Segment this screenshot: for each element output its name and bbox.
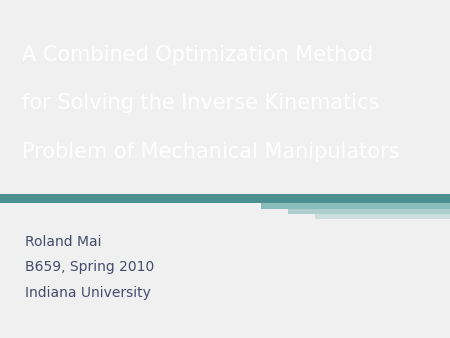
Bar [288, 209, 450, 214]
Text: A Combined Optimization Method: A Combined Optimization Method [22, 45, 374, 65]
Bar [315, 214, 450, 219]
Bar [0, 194, 450, 203]
Text: B659, Spring 2010: B659, Spring 2010 [25, 260, 154, 274]
Text: Problem of Mechanical Manipulators: Problem of Mechanical Manipulators [22, 142, 400, 162]
Text: for Solving the Inverse Kinematics: for Solving the Inverse Kinematics [22, 93, 380, 113]
Bar [261, 203, 450, 209]
Text: Roland Mai: Roland Mai [25, 235, 101, 248]
Text: Indiana University: Indiana University [25, 286, 151, 300]
